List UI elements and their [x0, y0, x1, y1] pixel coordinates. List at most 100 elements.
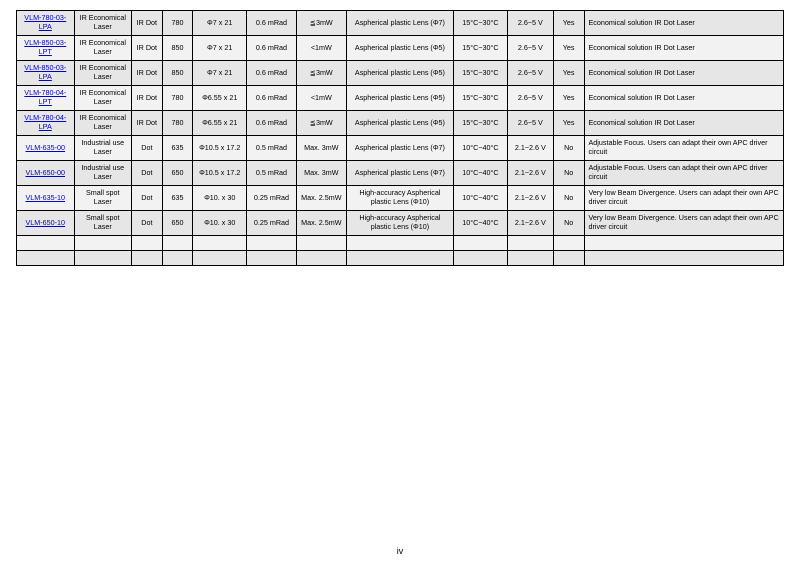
table-row: VLM-635-00Industrial use LaserDot635Φ10.… [17, 136, 784, 161]
cell-divergence: 0.6 mRad [247, 36, 297, 61]
cell-empty [346, 236, 453, 251]
cell-empty [162, 251, 193, 266]
model-link[interactable]: VLM-780-04-LPA [24, 113, 66, 131]
cell-power: ≦3mW [296, 11, 346, 36]
cell-voltage: 2.6~5 V [507, 86, 553, 111]
cell-temp: 10°C~40°C [454, 186, 508, 211]
cell-empty [584, 251, 784, 266]
cell-empty [507, 236, 553, 251]
cell-empty [553, 251, 584, 266]
table-row: VLM-780-04-LPTIR Economical LaserIR Dot7… [17, 86, 784, 111]
cell-lens: Aspherical plastic Lens (Φ5) [346, 36, 453, 61]
cell-temp: 15°C~30°C [454, 36, 508, 61]
model-link[interactable]: VLM-780-04-LPT [24, 88, 66, 106]
model-link[interactable]: VLM-635-10 [25, 193, 65, 202]
cell-temp: 15°C~30°C [454, 111, 508, 136]
cell-empty [346, 251, 453, 266]
cell-wavelength: 650 [162, 161, 193, 186]
cell-apc: No [553, 186, 584, 211]
cell-dimensions: Φ6.55 x 21 [193, 86, 247, 111]
cell-description: Very low Beam Divergence. Users can adap… [584, 211, 784, 236]
cell-empty [584, 236, 784, 251]
cell-model: VLM-780-03-LPA [17, 11, 75, 36]
cell-category: Industrial use Laser [74, 161, 132, 186]
cell-type: Dot [132, 211, 163, 236]
cell-empty [74, 236, 132, 251]
table-row: VLM-850-03-LPTIR Economical LaserIR Dot8… [17, 36, 784, 61]
cell-power: ≦3mW [296, 61, 346, 86]
cell-dimensions: Φ7 x 21 [193, 61, 247, 86]
cell-description: Economical solution IR Dot Laser [584, 61, 784, 86]
cell-type: IR Dot [132, 86, 163, 111]
cell-category: IR Economical Laser [74, 61, 132, 86]
table-row: VLM-650-10Small spot LaserDot650Φ10. x 3… [17, 211, 784, 236]
cell-lens: High-accuracy Aspherical plastic Lens (Φ… [346, 211, 453, 236]
model-link[interactable]: VLM-650-00 [25, 168, 65, 177]
cell-empty [193, 251, 247, 266]
cell-dimensions: Φ7 x 21 [193, 11, 247, 36]
cell-wavelength: 850 [162, 36, 193, 61]
cell-type: Dot [132, 136, 163, 161]
cell-dimensions: Φ7 x 21 [193, 36, 247, 61]
cell-lens: Aspherical plastic Lens (Φ7) [346, 11, 453, 36]
cell-voltage: 2.1~2.6 V [507, 136, 553, 161]
cell-empty [74, 251, 132, 266]
cell-lens: High-accuracy Aspherical plastic Lens (Φ… [346, 186, 453, 211]
cell-model: VLM-635-00 [17, 136, 75, 161]
cell-type: IR Dot [132, 11, 163, 36]
cell-dimensions: Φ10.5 x 17.2 [193, 136, 247, 161]
cell-description: Adjustable Focus. Users can adapt their … [584, 136, 784, 161]
cell-model: VLM-650-10 [17, 211, 75, 236]
cell-power: <1mW [296, 36, 346, 61]
cell-wavelength: 780 [162, 111, 193, 136]
cell-temp: 15°C~30°C [454, 11, 508, 36]
cell-voltage: 2.6~5 V [507, 11, 553, 36]
cell-dimensions: Φ10. x 30 [193, 186, 247, 211]
cell-model: VLM-780-04-LPA [17, 111, 75, 136]
cell-empty [296, 251, 346, 266]
cell-dimensions: Φ10. x 30 [193, 211, 247, 236]
cell-model: VLM-850-03-LPA [17, 61, 75, 86]
cell-lens: Aspherical plastic Lens (Φ5) [346, 86, 453, 111]
cell-category: IR Economical Laser [74, 86, 132, 111]
cell-description: Economical solution IR Dot Laser [584, 11, 784, 36]
cell-divergence: 0.5 mRad [247, 161, 297, 186]
table-body: VLM-780-03-LPAIR Economical LaserIR Dot7… [17, 11, 784, 266]
cell-empty [553, 236, 584, 251]
cell-empty [454, 236, 508, 251]
table-row: VLM-650-00Industrial use LaserDot650Φ10.… [17, 161, 784, 186]
cell-power: ≦3mW [296, 111, 346, 136]
cell-empty [507, 251, 553, 266]
cell-wavelength: 850 [162, 61, 193, 86]
cell-power: Max. 3mW [296, 161, 346, 186]
cell-empty [193, 236, 247, 251]
cell-empty [247, 236, 297, 251]
model-link[interactable]: VLM-650-10 [25, 218, 65, 227]
table-row: VLM-635-10Small spot LaserDot635Φ10. x 3… [17, 186, 784, 211]
cell-lens: Aspherical plastic Lens (Φ5) [346, 111, 453, 136]
cell-lens: Aspherical plastic Lens (Φ7) [346, 161, 453, 186]
cell-voltage: 2.1~2.6 V [507, 161, 553, 186]
cell-apc: No [553, 161, 584, 186]
table-row: VLM-780-03-LPAIR Economical LaserIR Dot7… [17, 11, 784, 36]
cell-empty [17, 251, 75, 266]
model-link[interactable]: VLM-780-03-LPA [24, 13, 66, 31]
cell-dimensions: Φ6.55 x 21 [193, 111, 247, 136]
model-link[interactable]: VLM-850-03-LPT [24, 38, 66, 56]
cell-apc: Yes [553, 11, 584, 36]
model-link[interactable]: VLM-850-03-LPA [24, 63, 66, 81]
page-number: iv [16, 546, 784, 556]
model-link[interactable]: VLM-635-00 [25, 143, 65, 152]
cell-type: IR Dot [132, 61, 163, 86]
cell-apc: Yes [553, 36, 584, 61]
cell-divergence: 0.6 mRad [247, 61, 297, 86]
cell-power: Max. 2.5mW [296, 211, 346, 236]
cell-empty [247, 251, 297, 266]
spec-table: VLM-780-03-LPAIR Economical LaserIR Dot7… [16, 10, 784, 266]
cell-divergence: 0.6 mRad [247, 111, 297, 136]
cell-lens: Aspherical plastic Lens (Φ7) [346, 136, 453, 161]
cell-apc: Yes [553, 111, 584, 136]
cell-temp: 10°C~40°C [454, 136, 508, 161]
cell-type: Dot [132, 161, 163, 186]
table-row-empty [17, 236, 784, 251]
